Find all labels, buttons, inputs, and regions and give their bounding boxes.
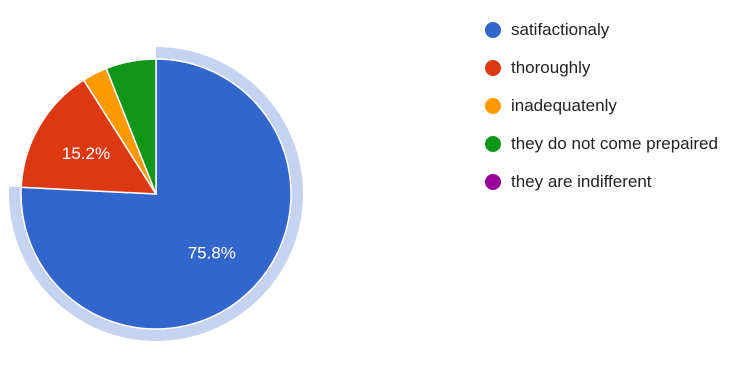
- legend-swatch: [485, 136, 501, 152]
- legend-label: they do not come prepaired: [511, 134, 718, 153]
- legend-label: satifactionaly: [511, 20, 610, 39]
- legend: satifactionaly thoroughly inadequatenly …: [485, 18, 718, 208]
- legend-swatch: [485, 174, 501, 190]
- legend-swatch: [485, 98, 501, 114]
- legend-item[interactable]: thoroughly: [485, 56, 718, 80]
- legend-item[interactable]: they are indifferent: [485, 170, 718, 194]
- legend-label: they are indifferent: [511, 172, 652, 191]
- legend-label: thoroughly: [511, 58, 591, 77]
- pie-slice[interactable]: [20, 78, 158, 195]
- pie-slice[interactable]: [105, 58, 157, 195]
- legend-swatch: [485, 60, 501, 76]
- slice-value-label: 15.2%: [62, 144, 110, 163]
- legend-item[interactable]: satifactionaly: [485, 18, 718, 42]
- legend-swatch: [485, 22, 501, 38]
- slice-value-label: 75.8%: [188, 244, 236, 263]
- legend-item[interactable]: inadequatenly: [485, 94, 718, 118]
- legend-label: inadequatenly: [511, 96, 617, 115]
- pie-chart: 75.8% 15.2%: [9, 47, 304, 341]
- legend-item[interactable]: they do not come prepaired: [485, 132, 718, 156]
